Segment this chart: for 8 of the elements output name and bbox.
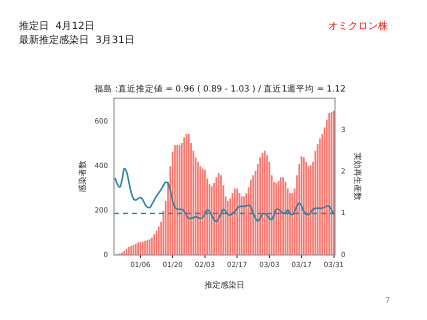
- text: オミクロン株: [328, 20, 388, 33]
- text: 7: [385, 296, 390, 305]
- text: 最新推定感染日 3月31日: [19, 34, 134, 47]
- x-axis-title: 推定感染日: [204, 280, 244, 290]
- y2-axis-title: 実効再生産数: [353, 152, 362, 201]
- chart-title: 福島 :直近推定値 = 0.96 ( 0.89 - 1.03 ) / 直近1週平均 = 1.12: [94, 83, 346, 94]
- y-axis-title: 感染者数: [78, 160, 87, 193]
- text: 推定日 4月12日: [19, 20, 94, 33]
